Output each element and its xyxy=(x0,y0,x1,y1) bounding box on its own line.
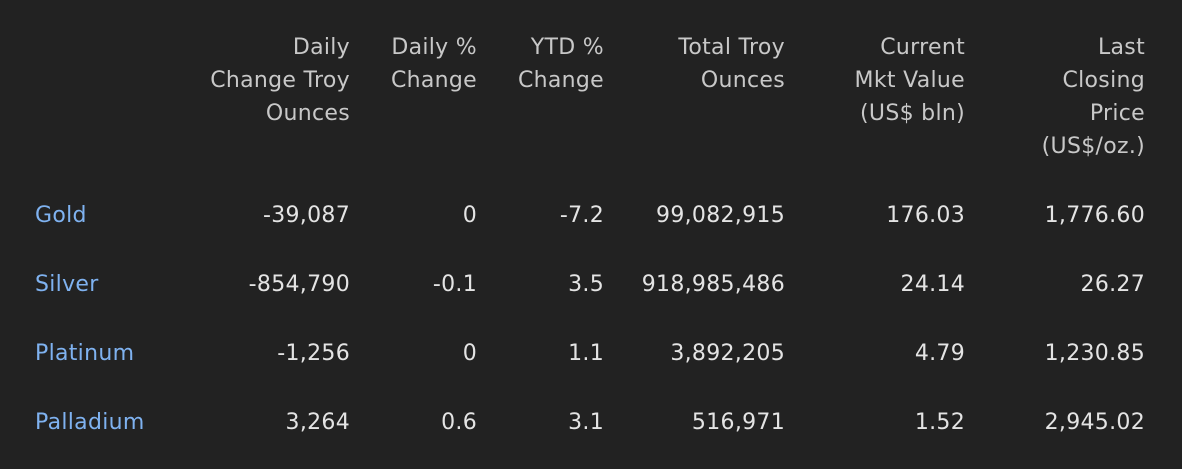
cell-ytd-percent: -7.2 xyxy=(559,203,604,228)
header-daily-change-troy-ounces: Daily Change Troy Ounces xyxy=(210,35,350,126)
metal-link-silver[interactable]: Silver xyxy=(35,272,99,297)
header-metal xyxy=(0,0,180,181)
metals-holdings-table: Daily Change Troy Ounces Daily % Change … xyxy=(0,0,1145,457)
cell-ytd-percent: 1.1 xyxy=(568,341,604,366)
cell-daily-change: -1,256 xyxy=(277,341,350,366)
cell-daily-percent: 0 xyxy=(462,203,477,228)
table-row: Platinum -1,256 0 1.1 3,892,205 4.79 1,2… xyxy=(0,319,1145,388)
cell-daily-percent: 0 xyxy=(462,341,477,366)
cell-total-ounces: 3,892,205 xyxy=(670,341,785,366)
cell-mkt-value: 4.79 xyxy=(914,341,965,366)
header-current-mkt-value: Current Mkt Value (US$ bln) xyxy=(854,35,965,126)
cell-daily-percent: 0.6 xyxy=(441,410,477,435)
cell-mkt-value: 24.14 xyxy=(900,272,965,297)
cell-daily-percent: -0.1 xyxy=(432,272,477,297)
cell-ytd-percent: 3.5 xyxy=(568,272,604,297)
cell-mkt-value: 1.52 xyxy=(914,410,965,435)
cell-ytd-percent: 3.1 xyxy=(568,410,604,435)
metal-link-gold[interactable]: Gold xyxy=(35,203,87,228)
table-row: Palladium 3,264 0.6 3.1 516,971 1.52 2,9… xyxy=(0,388,1145,457)
cell-closing-price: 1,230.85 xyxy=(1044,341,1145,366)
cell-daily-change: -39,087 xyxy=(262,203,350,228)
cell-total-ounces: 918,985,486 xyxy=(641,272,785,297)
header-total-troy-ounces: Total Troy Ounces xyxy=(678,35,785,93)
cell-daily-change: -854,790 xyxy=(248,272,350,297)
header-row: Daily Change Troy Ounces Daily % Change … xyxy=(0,0,1145,181)
header-daily-percent-change: Daily % Change xyxy=(390,35,477,93)
cell-total-ounces: 516,971 xyxy=(691,410,785,435)
metal-link-platinum[interactable]: Platinum xyxy=(35,341,135,366)
header-last-closing-price: Last Closing Price (US$/oz.) xyxy=(1041,35,1145,159)
cell-daily-change: 3,264 xyxy=(285,410,350,435)
cell-mkt-value: 176.03 xyxy=(886,203,965,228)
metal-link-palladium[interactable]: Palladium xyxy=(35,410,145,435)
cell-closing-price: 1,776.60 xyxy=(1044,203,1145,228)
table-row: Gold -39,087 0 -7.2 99,082,915 176.03 1,… xyxy=(0,181,1145,250)
table-row: Silver -854,790 -0.1 3.5 918,985,486 24.… xyxy=(0,250,1145,319)
cell-closing-price: 2,945.02 xyxy=(1044,410,1145,435)
cell-closing-price: 26.27 xyxy=(1080,272,1145,297)
cell-total-ounces: 99,082,915 xyxy=(656,203,785,228)
header-ytd-percent-change: YTD % Change xyxy=(517,35,604,93)
